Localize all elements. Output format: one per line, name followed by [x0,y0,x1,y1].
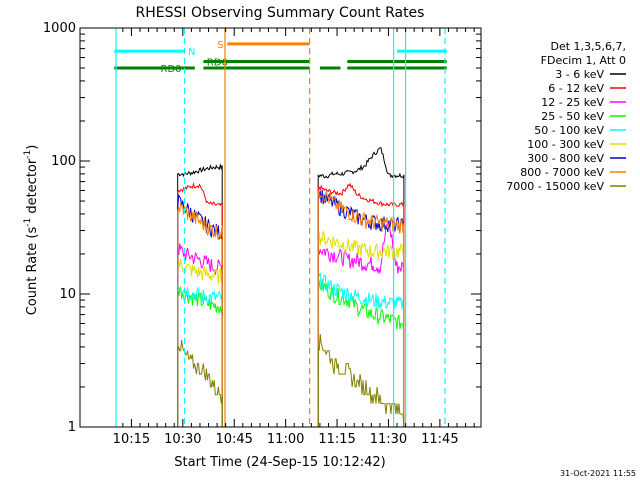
series-line [317,190,405,427]
legend-label: 25 - 50 keV [541,110,604,123]
flag-label: RD0 [161,64,182,75]
x-tick-label: 10:15 [113,432,150,447]
series-line [177,202,223,427]
chart-title: RHESSI Observing Summary Count Rates [136,5,425,21]
series-line [317,182,405,427]
series-line [317,272,405,427]
axes-layer: 10:15 10:30 10:45 11:00 11:15 11:30 11:45 1 10 10… [43,21,481,447]
flags-layer: N RD0 RD6 S [114,40,447,75]
series-line [317,220,405,427]
plot-frame [79,27,482,428]
x-tick-label: 11:00 [267,432,304,447]
y-tick-label: 10 [59,287,76,302]
x-axis-label: Start Time (24-Sep-15 10:12:42) [174,455,385,470]
legend-label: 6 - 12 keV [548,82,604,95]
series-line [317,231,405,427]
flag-label: S [217,40,223,51]
footer-date: 31-Oct-2021 11:55 [560,469,636,478]
legend-label: 12 - 25 keV [541,96,604,109]
legend: Det 1,3,5,6,7,FDecim 1, Att 03 - 6 keV6 … [506,40,626,193]
legend-label: 300 - 800 keV [527,152,604,165]
x-tick-label: 11:15 [318,432,355,447]
y-axis-label: Count Rate (s-1 detector-1) [23,145,40,316]
vlines-layer [115,28,446,427]
x-tick-label: 11:30 [370,432,407,447]
legend-header: FDecim 1, Att 0 [541,54,626,67]
legend-label: 7000 - 15000 keV [506,180,604,193]
series-line [317,333,405,428]
series-line [317,147,405,427]
legend-header: Det 1,3,5,6,7, [550,40,626,53]
x-tick-label: 10:45 [215,432,252,447]
flag-label: RD6 [207,57,228,68]
flag-label: N [188,47,195,58]
legend-label: 50 - 100 keV [534,124,604,137]
legend-label: 800 - 7000 keV [520,166,604,179]
y-tick-label: 100 [51,154,76,169]
x-tick-label: 10:30 [164,432,201,447]
legend-label: 100 - 300 keV [527,138,604,151]
x-tick-label: 11:45 [421,432,458,447]
y-tick-label: 1 [68,420,76,435]
y-tick-label: 1000 [43,21,76,36]
legend-label: 3 - 6 keV [555,68,604,81]
